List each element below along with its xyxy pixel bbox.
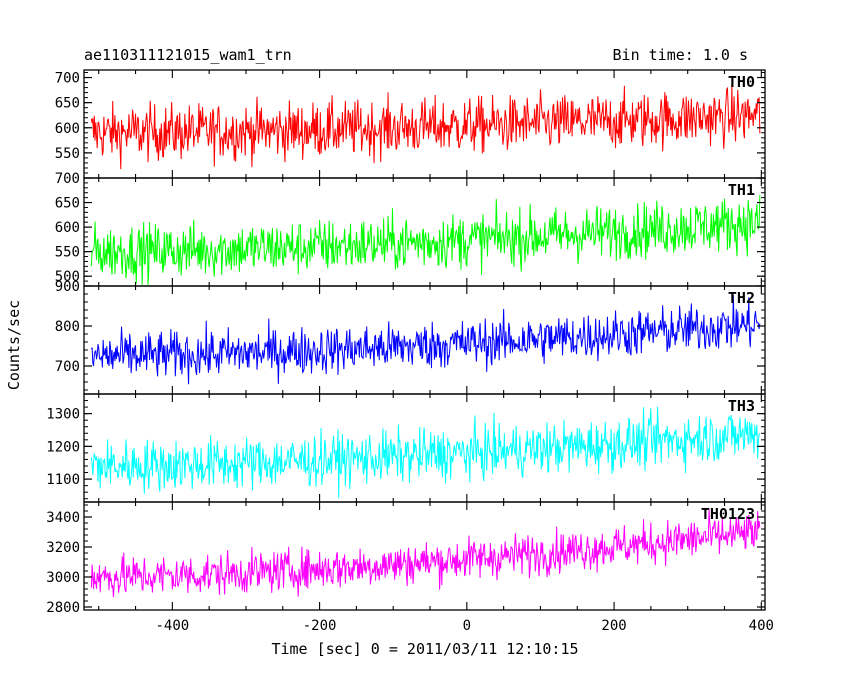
panel-label-th1: TH1 (728, 181, 755, 199)
y-tick-label: 1300 (46, 407, 80, 423)
y-tick-label: 650 (55, 196, 80, 212)
x-tick-label: -400 (155, 618, 189, 634)
series-line-th0123 (90, 509, 761, 598)
x-axis-label: Time [sec] 0 = 2011/03/11 12:10:15 (271, 640, 578, 658)
y-tick-label: 900 (55, 279, 80, 295)
series-line-th1 (90, 194, 761, 286)
series-line-th0 (90, 84, 761, 170)
x-tick-label: 200 (601, 618, 626, 634)
series-line-th2 (90, 294, 761, 385)
panels: 550 600 650 700 TH0 500 550 600 650 700 TH1 700 800 9… (46, 69, 774, 634)
y-tick-label: 550 (55, 245, 80, 261)
y-tick-label: 600 (55, 220, 80, 236)
panel-th1: 500 550 600 650 700 TH1 (55, 171, 766, 287)
x-tick-label: 0 (463, 618, 471, 634)
y-tick-label: 3400 (46, 510, 80, 526)
y-tick-label: 1100 (46, 472, 80, 488)
panel-label-th0123: TH0123 (701, 505, 755, 523)
y-tick-label: 700 (55, 171, 80, 187)
panel-th2: 700 800 900 TH2 (55, 279, 766, 395)
panel-label-th3: TH3 (728, 397, 755, 415)
y-tick-label: 3000 (46, 570, 80, 586)
y-tick-label: 650 (55, 96, 80, 112)
y-tick-label: 1200 (46, 439, 80, 455)
panel-frame (83, 501, 766, 611)
y-tick-label: 500 (55, 269, 80, 285)
y-tick-label: 550 (55, 146, 80, 162)
x-tick-label: -200 (303, 618, 337, 634)
y-tick-label: 3200 (46, 540, 80, 556)
y-tick-label: 800 (55, 319, 80, 335)
panel-label-th2: TH2 (728, 289, 755, 307)
y-tick-label: 600 (55, 121, 80, 137)
y-tick-label: 700 (55, 359, 80, 375)
figure-title: ae110311121015_wam1_trn (84, 46, 292, 64)
y-axis-label: Counts/sec (5, 300, 23, 390)
bin-time-label: Bin time: 1.0 s (613, 46, 748, 64)
panel-th3: 1100 1200 1300 TH3 (46, 393, 766, 503)
y-tick-label: 2800 (46, 600, 80, 616)
panel-th0: 550 600 650 700 TH0 (55, 69, 766, 179)
x-tick-label: 400 (749, 618, 774, 634)
panel-label-th0: TH0 (728, 73, 755, 91)
series-line-th3 (90, 406, 761, 499)
panel-th0123: 2800 3000 3200 3400 TH0123 (46, 501, 766, 616)
y-tick-label: 700 (55, 71, 80, 87)
